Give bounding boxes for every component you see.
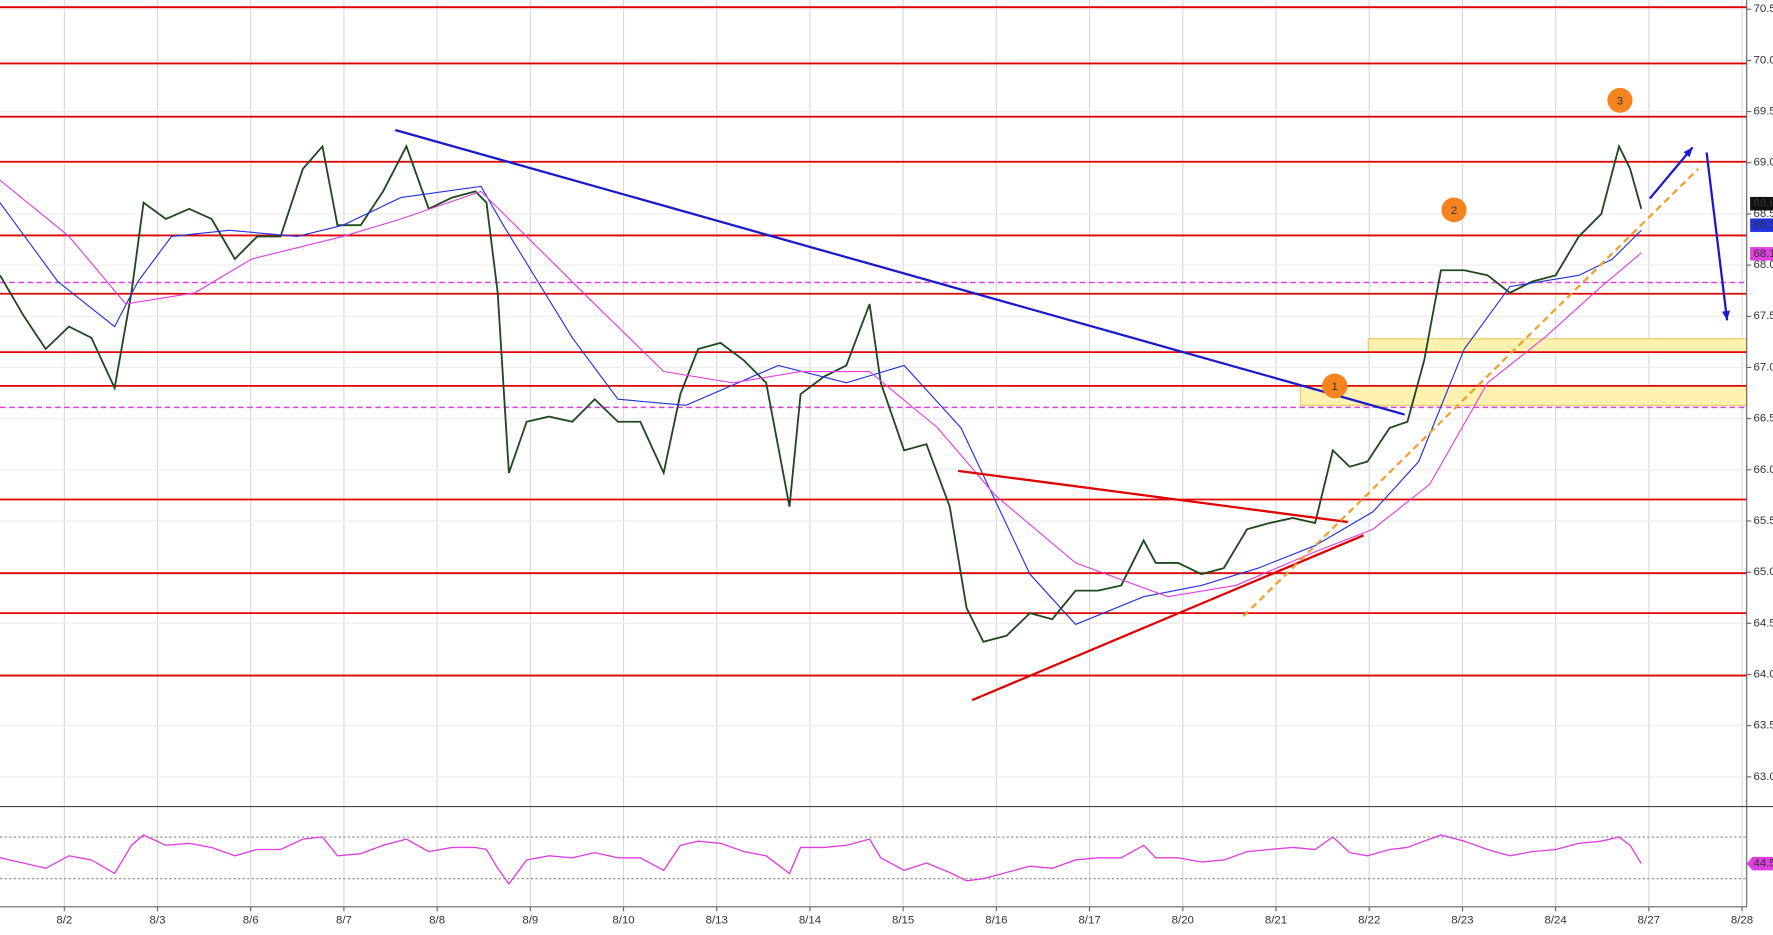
x-tick-label: 8/23 [1451, 914, 1473, 926]
x-tick-label: 8/8 [429, 914, 445, 926]
zone [1299, 385, 1748, 406]
y-tick-label: 64.00 [1754, 669, 1773, 681]
arrow [1648, 146, 1694, 200]
zone [1367, 338, 1748, 353]
x-tick-label: 8/7 [336, 914, 352, 926]
price-tag-label: 68.60 [1754, 198, 1773, 210]
price-tag [1750, 218, 1773, 232]
y-tick-label: 66.00 [1754, 464, 1773, 476]
rsi-line [0, 834, 1642, 886]
y-tick-label: 65.50 [1754, 515, 1773, 527]
y-tick-label: 65.00 [1754, 566, 1773, 578]
arrow-head [1683, 147, 1693, 158]
price-tag-label: 68.11 [1754, 248, 1773, 260]
x-tick-label: 8/2 [56, 914, 72, 926]
marker [1607, 87, 1633, 113]
arrow-head [1722, 310, 1730, 321]
x-tick-label: 8/10 [612, 914, 634, 926]
x-tick-label: 8/3 [150, 914, 166, 926]
trendline [394, 128, 1405, 416]
x-tick-label: 8/21 [1265, 914, 1287, 926]
x-tick-label: 8/15 [892, 914, 914, 926]
x-tick-label: 8/14 [799, 914, 821, 926]
x-tick-label: 8/24 [1544, 914, 1566, 926]
rsi-tag-label: 44.5 [1754, 858, 1773, 870]
y-tick-label: 67.50 [1754, 310, 1773, 322]
marker-label: 2 [1451, 205, 1457, 217]
y-tick-label: 64.50 [1754, 617, 1773, 629]
y-tick-label: 69.50 [1754, 106, 1773, 118]
marker-label: 3 [1617, 95, 1623, 107]
x-tick-label: 8/27 [1638, 914, 1660, 926]
price-line [0, 179, 1642, 598]
trendline [971, 534, 1365, 702]
rsi-tag [1746, 856, 1773, 871]
y-tick-label: 69.00 [1754, 157, 1773, 169]
y-tick-label: 68.50 [1754, 208, 1773, 220]
y-tick-label: 70.00 [1754, 54, 1773, 66]
x-tick-label: 8/16 [985, 914, 1007, 926]
x-tick-label: 8/9 [522, 914, 538, 926]
x-tick-label: 8/22 [1358, 914, 1380, 926]
y-tick-label: 68.00 [1754, 259, 1773, 271]
x-tick-label: 8/28 [1731, 914, 1753, 926]
y-tick-label: 67.00 [1754, 362, 1773, 374]
arrow [1705, 152, 1729, 321]
price-tag-label: 68.39 [1754, 219, 1773, 231]
x-tick-label: 8/6 [243, 914, 259, 926]
price-line [0, 185, 1642, 626]
marker-label: 1 [1332, 381, 1338, 393]
x-tick-label: 8/17 [1078, 914, 1100, 926]
trendline [958, 469, 1348, 524]
y-tick-label: 70.50 [1754, 3, 1773, 15]
trendline [1242, 168, 1700, 617]
price-tag [1750, 247, 1773, 261]
x-tick-label: 8/20 [1172, 914, 1194, 926]
y-tick-label: 66.50 [1754, 413, 1773, 425]
y-tick-label: 63.50 [1754, 720, 1773, 732]
marker [1441, 197, 1467, 223]
price-tag [1750, 196, 1773, 211]
marker [1322, 373, 1348, 399]
x-tick-label: 8/13 [706, 914, 728, 926]
y-tick-label: 63.00 [1754, 771, 1773, 783]
